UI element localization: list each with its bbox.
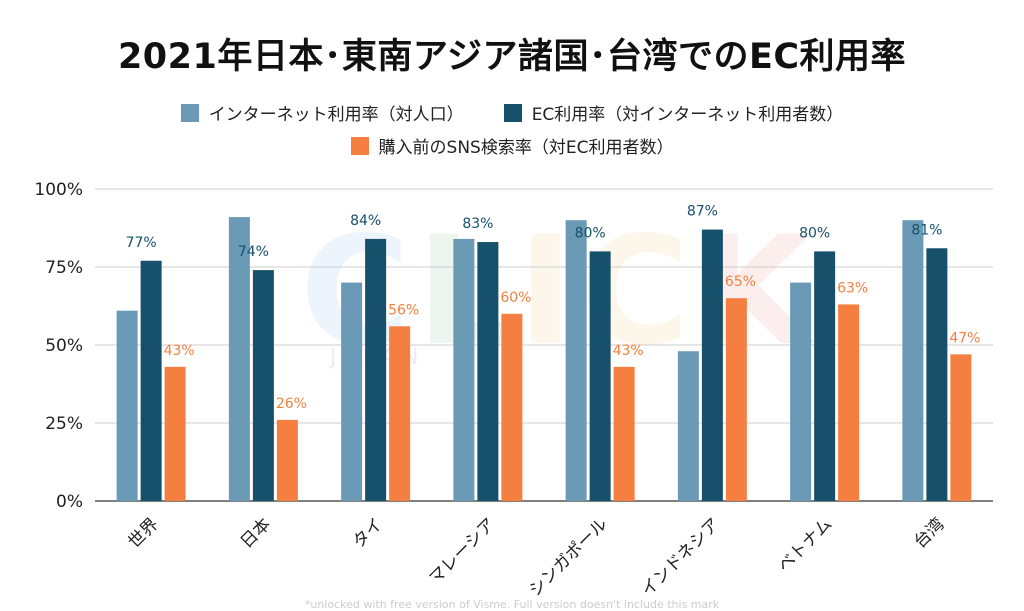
bar — [701, 229, 723, 501]
chart-title: 2021年日本･東南アジア諸国･台湾でのEC利用率 — [117, 37, 907, 77]
bar — [814, 251, 836, 501]
bar — [926, 248, 948, 501]
data-label: 63% — [837, 280, 868, 296]
data-label: 80% — [799, 225, 830, 241]
data-label: 83% — [462, 216, 493, 232]
bar — [164, 366, 186, 501]
legend-item-ec: EC利用率（対インターネット利用者数） — [503, 100, 844, 125]
bar — [453, 238, 475, 502]
data-label: 74% — [238, 244, 269, 260]
x-tick-label: インドネシア — [638, 514, 724, 600]
legend-label-internet: インターネット利用率（対人口） — [208, 105, 464, 125]
legend-item-sns: 購入前のSNS検索率（対EC利用者数） — [350, 133, 674, 158]
y-tick-label: 75% — [45, 258, 83, 278]
bar — [477, 242, 499, 502]
x-tick-label: シンガポール — [525, 514, 611, 600]
y-tick-label: 25% — [45, 414, 83, 434]
y-tick-label: 100% — [34, 180, 83, 200]
bar — [565, 220, 587, 501]
bar — [341, 282, 363, 501]
x-tick-label: タイ — [349, 514, 387, 552]
bar — [902, 220, 924, 501]
legend-swatch-ec — [503, 103, 522, 122]
legend-row-1: インターネット利用率（対人口） EC利用率（対インターネット利用者数） — [0, 100, 1024, 125]
bar — [838, 304, 860, 501]
data-label: 26% — [276, 396, 307, 412]
bar — [589, 251, 611, 501]
bar — [790, 282, 812, 501]
x-tick-label: ベトナム — [774, 514, 836, 576]
bar — [613, 366, 635, 501]
footnote: *unlocked with free version of Visme. Fu… — [304, 598, 720, 611]
bar — [140, 260, 162, 501]
bar — [252, 270, 274, 501]
data-label: 77% — [126, 235, 157, 251]
bar — [501, 313, 523, 501]
data-label: 65% — [725, 274, 756, 290]
legend-swatch-internet — [180, 103, 199, 122]
data-label: 81% — [911, 222, 942, 238]
data-label: 56% — [388, 302, 419, 318]
x-tick-label: マレーシア — [425, 514, 499, 588]
y-tick-label: 0% — [56, 492, 83, 512]
legend-swatch-sns — [350, 136, 369, 155]
y-tick-label: 50% — [45, 336, 83, 356]
bar — [677, 351, 699, 501]
bar — [950, 354, 972, 501]
legend-row-2: 購入前のSNS検索率（対EC利用者数） — [0, 133, 1024, 158]
data-label: 47% — [949, 330, 980, 346]
legend-label-sns: 購入前のSNS検索率（対EC利用者数） — [378, 138, 674, 158]
bar — [228, 217, 250, 501]
bar — [389, 326, 411, 501]
legend-item-internet: インターネット利用率（対人口） — [180, 100, 464, 125]
x-tick-label: 台湾 — [910, 514, 948, 552]
bar — [365, 238, 387, 502]
data-label: 43% — [613, 343, 644, 359]
data-label: 43% — [164, 343, 195, 359]
data-label: 84% — [350, 213, 381, 229]
data-label: 87% — [687, 204, 718, 220]
bar — [725, 298, 747, 501]
legend-label-ec: EC利用率（対インターネット利用者数） — [531, 105, 844, 125]
bar — [276, 419, 298, 501]
bar — [116, 310, 138, 501]
x-tick-label: 日本 — [237, 514, 275, 552]
x-tick-label: 世界 — [124, 514, 162, 552]
data-label: 60% — [500, 290, 531, 306]
data-label: 80% — [575, 225, 606, 241]
